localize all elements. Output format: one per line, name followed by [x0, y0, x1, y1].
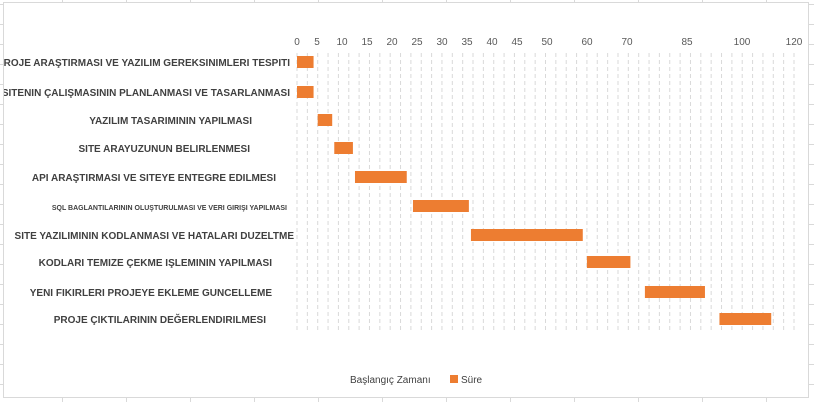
task-label: PROJE ARAŞTIRMASI VE YAZILIM GEREKSINIML… — [4, 58, 290, 69]
duration-bar[interactable] — [586, 256, 631, 268]
duration-bar[interactable] — [644, 286, 705, 298]
legend-label-duration: Süre — [461, 375, 483, 386]
x-tick-label: 25 — [411, 37, 423, 48]
x-tick-label: 70 — [621, 37, 633, 48]
x-tick-label: 50 — [541, 37, 553, 48]
duration-bar[interactable] — [470, 229, 583, 241]
duration-bar[interactable] — [317, 114, 333, 126]
duration-bar[interactable] — [719, 313, 772, 325]
duration-bar[interactable] — [334, 142, 353, 154]
task-label: PROJE ÇIKTILARININ DEĞERLENDIRILMESI — [54, 313, 266, 326]
x-tick-label: 60 — [581, 37, 593, 48]
task-label: YAZILIM TASARIMININ YAPILMASI — [89, 116, 252, 127]
duration-bar[interactable] — [297, 86, 314, 98]
legend-label-start: Başlangıç Zamanı — [350, 375, 431, 386]
x-tick-label: 15 — [361, 37, 373, 48]
x-tick-label: 40 — [486, 37, 498, 48]
duration-bar[interactable] — [412, 200, 469, 212]
task-label: SQL BAGLANTILARININ OLUŞTURULMASI VE VER… — [52, 205, 287, 212]
x-tick-label: 5 — [314, 37, 320, 48]
task-label: YENI FIKIRLERI PROJEYE EKLEME GUNCELLEME — [30, 288, 273, 299]
duration-bar[interactable] — [297, 56, 314, 68]
task-label: SITE YAZILIMININ KODLANMASI VE HATALARI … — [15, 231, 295, 242]
x-tick-label: 120 — [786, 37, 803, 48]
task-label: KODLARI TEMIZE ÇEKME IŞLEMININ YAPILMASI — [39, 258, 273, 269]
task-label: API ARAŞTIRMASI VE SITEYE ENTEGRE EDILME… — [32, 173, 276, 184]
gantt-chart[interactable]: 0 5 10 15 20 25 30 35 40 45 50 60 70 85 100 120 PROJE AR… — [3, 2, 809, 398]
duration-bar[interactable] — [354, 171, 407, 183]
legend-swatch-duration — [450, 375, 458, 383]
task-label: SITE ARAYUZUNUN BELIRLENMESI — [79, 144, 251, 155]
x-tick-label: 45 — [511, 37, 523, 48]
x-tick-label: 30 — [436, 37, 448, 48]
x-tick-label: 0 — [294, 37, 300, 48]
x-tick-label: 10 — [336, 37, 348, 48]
task-label: SITENIN ÇALIŞMASININ PLANLANMASI VE TASA… — [4, 88, 290, 99]
x-tick-label: 85 — [681, 37, 693, 48]
x-tick-label: 35 — [461, 37, 473, 48]
chart-canvas: 0 5 10 15 20 25 30 35 40 45 50 60 70 85 100 120 PROJE AR… — [4, 37, 803, 386]
x-tick-label: 20 — [386, 37, 398, 48]
x-tick-label: 100 — [734, 37, 751, 48]
